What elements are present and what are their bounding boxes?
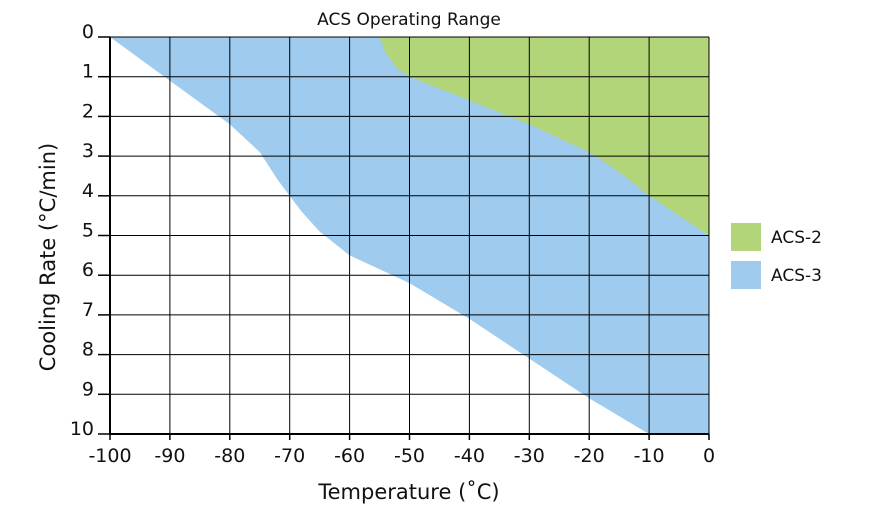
y-tick-label: 1 (82, 61, 94, 83)
y-tick-label: 2 (82, 100, 94, 122)
y-tick-label: 3 (82, 140, 94, 162)
y-tick-label: 6 (82, 259, 94, 281)
x-tick-label: -40 (454, 445, 485, 467)
y-axis-label: Cooling Rate (°C/min) (36, 143, 60, 371)
y-tick-label: 9 (82, 378, 94, 400)
legend-swatch-acs-2 (731, 223, 761, 251)
legend: ACS-2 ACS-3 (731, 223, 822, 289)
y-tick-label: 10 (70, 418, 94, 440)
x-tick-label: -20 (574, 445, 605, 467)
y-tick-label: 0 (82, 21, 94, 43)
x-tick-label: -100 (88, 445, 131, 467)
x-axis-label: Temperature (˚C) (317, 480, 499, 504)
x-tick-label: -10 (634, 445, 665, 467)
y-tick-label: 7 (82, 299, 94, 321)
x-tick-label: -60 (334, 445, 365, 467)
chart-title: ACS Operating Range (317, 10, 501, 30)
legend-swatch-acs-3 (731, 261, 761, 289)
y-tick-label: 5 (82, 220, 94, 242)
y-tick-label: 8 (82, 339, 94, 361)
x-tick-label: 0 (703, 445, 715, 467)
x-tick-label: -30 (514, 445, 545, 467)
x-tick-label: -70 (274, 445, 305, 467)
x-tick-label: -50 (394, 445, 425, 467)
x-tick-label: -80 (214, 445, 245, 467)
x-tick-label: -90 (154, 445, 185, 467)
legend-label-acs-3: ACS-3 (771, 266, 822, 286)
y-tick-label: 4 (82, 180, 94, 202)
legend-label-acs-2: ACS-2 (771, 228, 822, 248)
